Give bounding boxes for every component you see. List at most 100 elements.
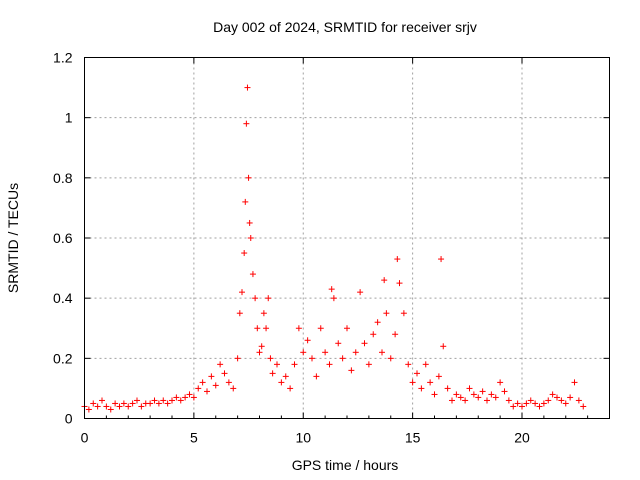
data-point	[479, 388, 486, 395]
data-point	[523, 400, 530, 407]
data-point	[536, 403, 543, 410]
data-point	[562, 400, 569, 407]
data-point	[225, 379, 232, 386]
data-point	[304, 337, 311, 344]
data-point	[249, 271, 256, 278]
data-point	[134, 397, 140, 404]
data-point	[519, 403, 525, 410]
data-point	[409, 379, 416, 386]
data-point	[335, 340, 342, 347]
data-point	[164, 400, 171, 407]
data-point	[313, 373, 320, 380]
data-point	[405, 361, 412, 368]
x-tick-label: 10	[295, 430, 311, 446]
data-point	[204, 388, 210, 395]
data-point	[361, 340, 368, 347]
data-point	[339, 355, 346, 362]
data-point	[263, 325, 270, 332]
data-point	[492, 394, 499, 401]
data-point	[309, 355, 315, 362]
data-point	[462, 397, 469, 404]
data-point	[514, 400, 521, 407]
data-point	[326, 361, 333, 368]
data-point	[365, 361, 372, 368]
y-tick-label: 0.2	[53, 350, 73, 366]
data-point	[245, 174, 252, 181]
data-point	[267, 355, 274, 362]
data-point	[252, 295, 259, 302]
data-point	[85, 406, 92, 413]
data-point	[107, 406, 114, 413]
data-point	[112, 400, 119, 407]
data-point	[243, 120, 250, 127]
data-point	[254, 325, 261, 332]
data-point	[580, 403, 587, 410]
data-point	[374, 319, 381, 326]
data-point	[545, 397, 552, 404]
data-point	[239, 289, 245, 296]
data-point	[457, 394, 464, 401]
x-axis-label: GPS time / hours	[292, 457, 399, 473]
data-point	[328, 286, 335, 293]
data-point	[269, 370, 276, 377]
data-point	[260, 310, 267, 317]
data-point	[317, 325, 324, 332]
data-point	[177, 397, 184, 404]
data-point	[414, 370, 420, 377]
chart-title: Day 002 of 2024, SRMTID for receiver srj…	[213, 19, 477, 35]
data-point	[396, 280, 403, 287]
data-point	[94, 403, 101, 410]
data-point	[242, 198, 249, 205]
data-point	[431, 391, 438, 398]
data-point	[449, 397, 455, 404]
data-point	[169, 397, 175, 404]
data-point	[221, 370, 228, 377]
x-tick-label: 0	[81, 430, 89, 446]
data-point	[392, 331, 399, 338]
data-point	[212, 382, 219, 389]
data-point	[291, 361, 298, 368]
data-point	[444, 385, 451, 392]
data-point	[427, 379, 434, 386]
y-tick-label: 1.2	[53, 50, 73, 66]
data-point	[422, 361, 429, 368]
data-point	[381, 277, 388, 284]
data-point	[475, 394, 482, 401]
data-point	[116, 403, 123, 410]
data-point	[120, 400, 127, 407]
data-point	[173, 394, 180, 401]
data-point	[438, 256, 445, 263]
data-point	[488, 391, 495, 398]
data-point	[558, 397, 565, 404]
data-point	[244, 84, 251, 91]
data-points	[81, 84, 587, 413]
data-point	[466, 385, 473, 392]
data-point	[182, 394, 189, 401]
data-point	[287, 385, 294, 392]
data-point	[435, 373, 442, 380]
y-tick-label: 1	[65, 110, 73, 126]
data-point	[246, 219, 253, 226]
data-point	[300, 349, 307, 356]
data-point	[208, 373, 215, 380]
data-point	[330, 295, 337, 302]
data-point	[160, 397, 167, 404]
data-point	[400, 310, 407, 317]
data-point	[278, 379, 285, 386]
data-point	[129, 400, 136, 407]
data-point	[352, 349, 359, 356]
data-point	[501, 388, 508, 395]
data-point	[138, 403, 145, 410]
data-point	[532, 400, 539, 407]
data-point	[265, 295, 272, 302]
data-point	[527, 397, 534, 404]
data-point	[440, 343, 447, 350]
data-point	[151, 397, 158, 404]
data-point	[549, 391, 556, 398]
grid	[84, 57, 610, 419]
data-point	[125, 403, 132, 410]
data-point	[282, 373, 289, 380]
data-point	[370, 331, 377, 338]
data-point	[199, 379, 206, 386]
